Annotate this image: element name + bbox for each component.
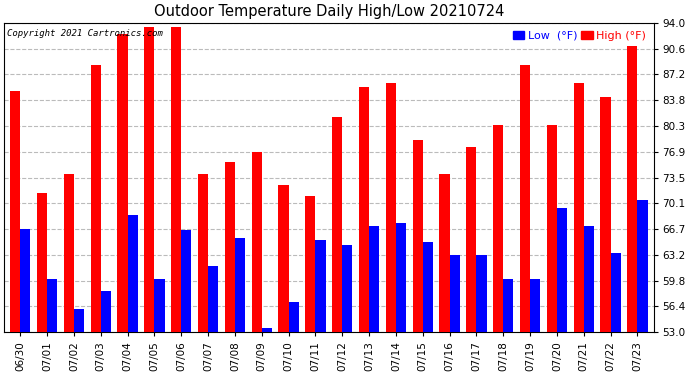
Bar <box>278 185 288 332</box>
Bar <box>288 302 299 332</box>
Bar <box>305 196 315 332</box>
Bar <box>74 309 84 332</box>
Bar <box>101 291 111 332</box>
Bar <box>171 27 181 332</box>
Bar <box>37 193 47 332</box>
Bar <box>144 27 155 332</box>
Bar <box>584 226 594 332</box>
Bar <box>208 266 218 332</box>
Bar <box>47 279 57 332</box>
Bar <box>117 34 128 332</box>
Bar <box>413 140 423 332</box>
Bar <box>573 83 584 332</box>
Bar <box>611 253 621 332</box>
Bar <box>63 174 74 332</box>
Bar <box>10 91 20 332</box>
Bar <box>369 226 380 332</box>
Bar <box>332 117 342 332</box>
Bar <box>20 229 30 332</box>
Bar <box>530 279 540 332</box>
Bar <box>503 279 513 332</box>
Bar <box>396 223 406 332</box>
Bar <box>181 230 191 332</box>
Bar <box>477 255 486 332</box>
Bar <box>342 245 353 332</box>
Title: Outdoor Temperature Daily High/Low 20210724: Outdoor Temperature Daily High/Low 20210… <box>154 4 504 19</box>
Bar <box>546 125 557 332</box>
Bar <box>423 242 433 332</box>
Bar <box>90 64 101 332</box>
Bar <box>235 238 245 332</box>
Bar <box>225 162 235 332</box>
Bar <box>450 255 460 332</box>
Legend: Low  (°F), High (°F): Low (°F), High (°F) <box>511 28 648 43</box>
Bar <box>359 87 369 332</box>
Bar <box>198 174 208 332</box>
Bar <box>493 125 503 332</box>
Bar <box>557 208 567 332</box>
Bar <box>466 147 477 332</box>
Bar <box>638 200 648 332</box>
Bar <box>627 46 638 332</box>
Bar <box>386 83 396 332</box>
Bar <box>440 174 450 332</box>
Text: Copyright 2021 Cartronics.com: Copyright 2021 Cartronics.com <box>8 29 164 38</box>
Bar <box>315 240 326 332</box>
Bar <box>128 215 138 332</box>
Bar <box>262 328 272 332</box>
Bar <box>155 279 165 332</box>
Bar <box>600 97 611 332</box>
Bar <box>520 64 530 332</box>
Bar <box>252 152 262 332</box>
